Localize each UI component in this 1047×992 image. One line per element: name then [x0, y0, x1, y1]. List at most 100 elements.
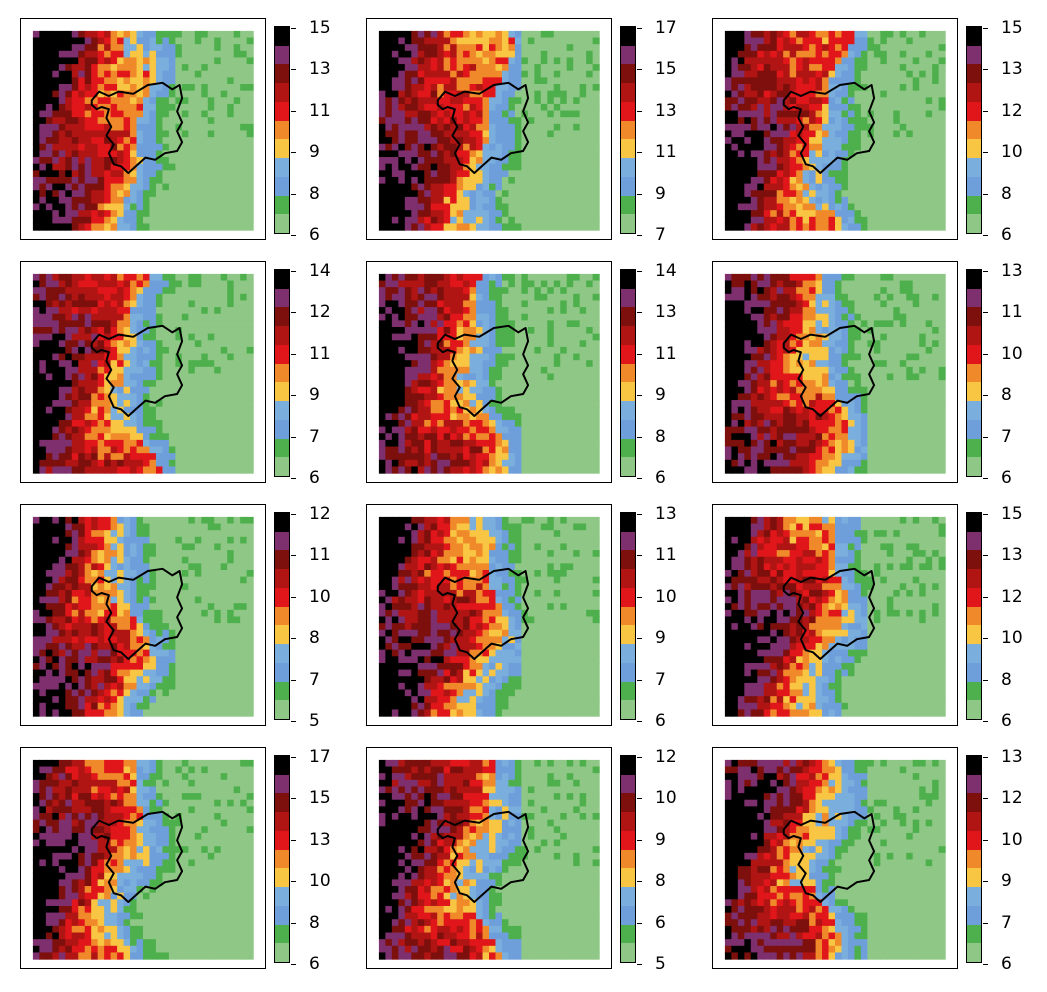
grid-cell [52, 433, 60, 441]
grid-cell [97, 90, 105, 98]
grid-cell [932, 50, 940, 59]
grid-cell [104, 203, 112, 211]
grid-cell [450, 307, 458, 315]
grid-cell [424, 44, 432, 52]
grid-cell [220, 439, 228, 448]
colorbar-segment [621, 64, 635, 84]
grid-cell [168, 150, 176, 158]
grid-cell [573, 380, 581, 388]
grid-cell [240, 459, 248, 468]
grid-cell [123, 190, 131, 198]
grid-cell [110, 143, 118, 151]
grid-cell [560, 196, 568, 205]
grid-cell [117, 163, 125, 171]
grid-cell [489, 373, 497, 381]
grid-cell [194, 280, 202, 288]
grid-cell [501, 50, 510, 59]
grid-cell [906, 64, 914, 72]
grid-cell [938, 176, 946, 185]
grid-cell [482, 386, 490, 394]
grid-cell [586, 380, 594, 388]
grid-cell [482, 216, 490, 225]
grid-cell [508, 84, 516, 92]
grid-cell [835, 57, 843, 65]
grid-cell [52, 210, 60, 218]
grid-cell [586, 190, 594, 198]
grid-cell [482, 293, 490, 302]
grid-cell [919, 50, 927, 59]
grid-cell [84, 413, 92, 421]
grid-cell [573, 170, 581, 178]
grid-cell [201, 373, 209, 381]
grid-cell [489, 313, 497, 321]
grid-cell [117, 196, 125, 205]
grid-cell [65, 360, 73, 368]
grid-cell [227, 97, 235, 105]
grid-cell [417, 307, 425, 315]
grid-cell [162, 84, 170, 92]
grid-cell [155, 466, 164, 474]
grid-cell [175, 380, 183, 388]
grid-cell [521, 176, 529, 185]
grid-cell [104, 90, 112, 98]
grid-cell [456, 157, 464, 165]
grid-cell [214, 433, 222, 441]
grid-cell [540, 143, 548, 151]
grid-cell [527, 313, 535, 321]
grid-cell [45, 70, 53, 78]
grid-cell [214, 426, 222, 434]
grid-cell [52, 103, 60, 112]
grid-cell [450, 419, 458, 428]
grid-cell [508, 130, 516, 138]
grid-cell [744, 137, 752, 145]
grid-cell [501, 400, 510, 408]
grid-cell [501, 190, 510, 198]
grid-cell [724, 57, 732, 65]
grid-cell [424, 97, 432, 105]
grid-cell [789, 163, 797, 171]
grid-cell [201, 406, 209, 414]
grid-cell [489, 360, 497, 368]
grid-cell [886, 143, 894, 151]
grid-cell [78, 333, 86, 341]
grid-cell [437, 44, 445, 52]
grid-cell [411, 90, 419, 98]
grid-cell [220, 380, 228, 388]
grid-cell [240, 123, 248, 132]
grid-cell [835, 183, 843, 191]
grid-cell [162, 64, 170, 72]
grid-cell [58, 466, 66, 474]
grid-cell [39, 170, 47, 178]
grid-cell [227, 373, 235, 381]
grid-cell [117, 433, 125, 441]
grid-cell [32, 273, 40, 282]
grid-cell [508, 150, 516, 158]
grid-cell [508, 210, 516, 218]
grid-cell [227, 70, 235, 78]
grid-cell [586, 273, 594, 282]
grid-cell [78, 453, 86, 461]
grid-cell [97, 44, 105, 52]
grid-cell [417, 137, 425, 145]
grid-cell [71, 143, 79, 151]
grid-cell [430, 150, 438, 158]
grid-cell [430, 50, 438, 59]
grid-cell [424, 37, 432, 45]
colorbar-segment [275, 419, 289, 439]
colorbar-tick-label: 6 [309, 468, 320, 488]
grid-cell [201, 287, 209, 295]
grid-cell [508, 419, 516, 428]
grid-cell [123, 313, 131, 321]
grid-cell [65, 413, 73, 421]
grid-cell [566, 170, 574, 178]
grid-cell [809, 157, 817, 165]
grid-cell [45, 210, 53, 218]
grid-cell [143, 37, 151, 45]
grid-cell [424, 426, 432, 434]
grid-cell [117, 57, 125, 65]
grid-cell [763, 137, 771, 145]
grid-cell [214, 459, 222, 468]
grid-cell [404, 293, 412, 302]
grid-cell [514, 313, 522, 321]
grid-cell [566, 110, 574, 118]
